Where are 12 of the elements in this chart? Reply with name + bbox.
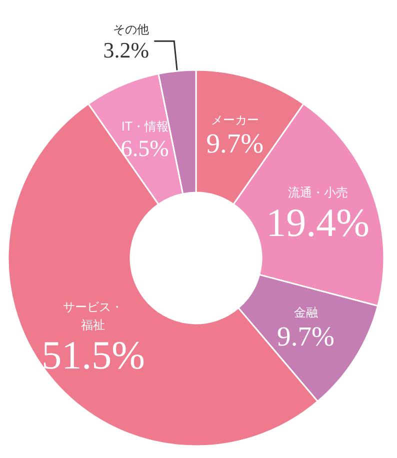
data-label: 9.7% <box>277 320 335 352</box>
data-label: 51.5% <box>42 332 145 378</box>
data-label: 9.7% <box>206 128 264 159</box>
slice-label: メーカー <box>210 112 259 127</box>
slice-label: IT・情報 <box>121 120 168 134</box>
data-label: 6.5% <box>120 134 169 161</box>
data-label: 3.2% <box>103 38 150 63</box>
slice-label: 金融 <box>294 306 318 320</box>
slice-label: その他 <box>113 22 150 37</box>
data-label: 19.4% <box>266 200 370 245</box>
slice-label: 流通・小売 <box>288 185 348 200</box>
slice-label: サービス・福祉 <box>63 300 124 332</box>
